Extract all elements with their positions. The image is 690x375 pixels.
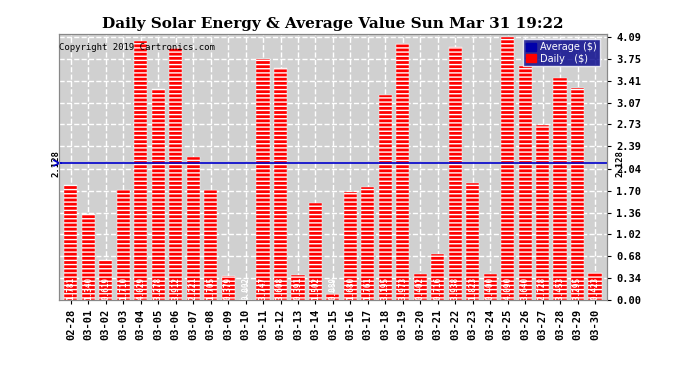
Bar (431, 254, 444, 300)
Text: 4.090: 4.090 (503, 276, 512, 300)
Text: 0.089: 0.089 (328, 276, 337, 300)
Bar (169, 48, 182, 300)
Text: 0.619: 0.619 (101, 276, 110, 300)
Text: 3.295: 3.295 (573, 276, 582, 300)
Bar (99, 260, 112, 300)
Text: 3.747: 3.747 (259, 276, 268, 300)
Text: 0.402: 0.402 (416, 276, 425, 300)
Text: 3.195: 3.195 (381, 276, 390, 300)
Text: 1.705: 1.705 (206, 276, 215, 300)
Text: 1.340: 1.340 (84, 276, 93, 300)
Text: Copyright 2019 Cartronics.com: Copyright 2019 Cartronics.com (59, 43, 215, 52)
Bar (344, 192, 357, 300)
Bar (536, 124, 549, 300)
Bar (396, 45, 409, 300)
Text: 0.400: 0.400 (486, 276, 495, 300)
Text: 0.391: 0.391 (293, 276, 302, 300)
Bar (117, 190, 130, 300)
Bar (186, 157, 199, 300)
Text: 1.710: 1.710 (119, 276, 128, 300)
Bar (379, 94, 392, 300)
Text: 3.973: 3.973 (398, 276, 407, 300)
Bar (519, 66, 531, 300)
Text: 1.761: 1.761 (364, 276, 373, 300)
Bar (448, 47, 462, 300)
Title: Daily Solar Energy & Average Value Sun Mar 31 19:22: Daily Solar Energy & Average Value Sun M… (102, 17, 564, 31)
Text: 2.128: 2.128 (52, 150, 61, 177)
Bar (466, 183, 480, 300)
Bar (204, 190, 217, 300)
Text: 1.823: 1.823 (469, 276, 477, 300)
Text: 3.912: 3.912 (171, 276, 180, 300)
Bar (414, 274, 427, 300)
Text: 3.453: 3.453 (555, 276, 564, 300)
Bar (221, 276, 235, 300)
Bar (135, 41, 147, 300)
Text: 0.002: 0.002 (241, 276, 250, 300)
Bar (82, 214, 95, 300)
Text: 0.379: 0.379 (224, 276, 233, 300)
Bar (484, 274, 497, 300)
Text: 0.716: 0.716 (433, 276, 442, 300)
Bar (501, 37, 514, 300)
Bar (553, 78, 566, 300)
Bar (257, 59, 270, 300)
Bar (326, 294, 339, 300)
Text: 1.781: 1.781 (66, 276, 75, 300)
Text: 3.278: 3.278 (154, 276, 163, 300)
Text: 1.502: 1.502 (311, 276, 320, 300)
Text: 3.640: 3.640 (520, 276, 530, 300)
Text: 2.221: 2.221 (188, 276, 197, 300)
Text: 3.938: 3.938 (451, 276, 460, 300)
Bar (152, 89, 165, 300)
Bar (589, 273, 602, 300)
Bar (362, 187, 375, 300)
Text: 0.423: 0.423 (591, 276, 600, 300)
Bar (309, 203, 322, 300)
Text: 2.728: 2.728 (538, 276, 547, 300)
Text: 1.680: 1.680 (346, 276, 355, 300)
Bar (274, 68, 287, 300)
Text: 4.029: 4.029 (136, 276, 146, 300)
Legend: Average ($), Daily   ($): Average ($), Daily ($) (524, 39, 600, 66)
Bar (291, 275, 304, 300)
Text: 3.608: 3.608 (276, 276, 285, 300)
Bar (64, 186, 77, 300)
Text: 2.128: 2.128 (615, 150, 624, 177)
Bar (571, 88, 584, 300)
